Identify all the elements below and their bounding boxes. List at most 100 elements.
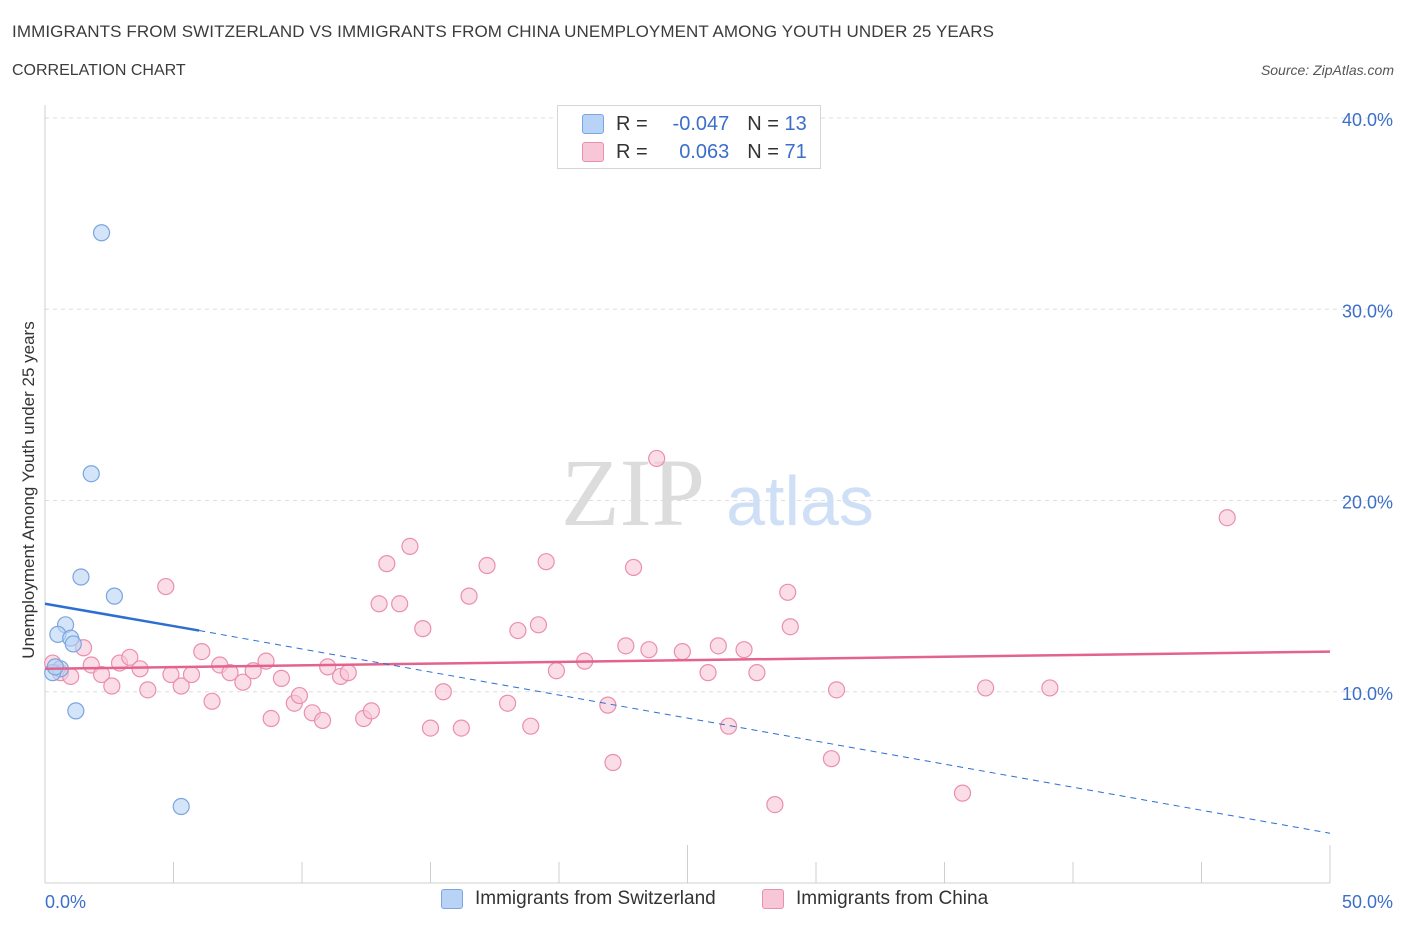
point-china [460, 587, 478, 605]
point-china [953, 784, 972, 802]
legend-row-switzerland: R = -0.047 N = 13 [582, 111, 807, 137]
point-switzerland [92, 224, 111, 242]
point-china [604, 753, 622, 772]
point-china [452, 719, 470, 737]
point-china [378, 555, 396, 573]
point-china [1041, 679, 1059, 697]
point-switzerland [67, 702, 85, 720]
point-china [339, 664, 357, 682]
point-china [648, 449, 666, 468]
y-tick-label: 30.0% [1342, 301, 1393, 321]
point-switzerland [46, 658, 64, 676]
point-china [313, 711, 332, 730]
point-switzerland [64, 635, 82, 653]
point-china [748, 664, 766, 682]
point-china [1218, 509, 1236, 527]
point-china [319, 658, 337, 676]
legend-r-label: R = [616, 140, 648, 163]
point-china [624, 558, 643, 577]
x-tick-label: 0.0% [45, 892, 86, 912]
point-china [822, 750, 841, 768]
point-china [673, 642, 691, 661]
point-china [139, 681, 157, 699]
point-china [262, 709, 280, 728]
point-china [434, 683, 452, 701]
watermark-atlas: atlas [726, 462, 874, 540]
point-china [193, 642, 211, 661]
bottom-legend-swatch-switzerland [441, 889, 463, 909]
legend-swatch-china [582, 142, 604, 162]
trend-line-china [44, 650, 1331, 671]
y-tick-label: 40.0% [1342, 110, 1393, 130]
point-china [537, 553, 555, 571]
legend-n-label: N = [747, 140, 779, 163]
chart-title: IMMIGRANTS FROM SWITZERLAND VS IMMIGRANT… [12, 22, 995, 41]
point-china [547, 662, 566, 680]
point-china [103, 677, 121, 695]
legend-row-china: R = 0.063 N = 71 [582, 139, 807, 165]
point-china [478, 556, 496, 575]
bottom-legend-label-china: Immigrants from China [796, 888, 989, 909]
point-china [720, 717, 738, 735]
point-china [157, 577, 175, 596]
trend-line-switzerland-extension [199, 630, 1331, 834]
tick-labels: 10.0% 20.0% 30.0% 40.0% 0.0% 50.0% [45, 110, 1393, 912]
legend-n-value: 13 [784, 112, 807, 135]
y-tick-label: 10.0% [1342, 684, 1393, 704]
point-china [617, 637, 635, 655]
point-china [709, 637, 727, 655]
point-china [509, 621, 527, 640]
point-china [640, 641, 658, 659]
point-china [977, 679, 995, 697]
point-china [779, 583, 797, 601]
legend-r-value: 0.063 [679, 140, 730, 163]
axes-layer [44, 105, 1331, 884]
correlation-legend: R = -0.047 N = 13 R = 0.063 N = 71 [557, 105, 821, 169]
point-china [421, 719, 440, 737]
legend-n-value: 71 [784, 140, 807, 163]
legend-r-value: -0.047 [672, 112, 730, 135]
point-china [699, 664, 717, 682]
point-china [401, 537, 419, 556]
point-china [92, 665, 111, 684]
bottom-legend-china: Immigrants from China [762, 888, 988, 910]
bottom-legend-swatch-china [762, 889, 784, 909]
point-china [414, 620, 432, 638]
x-tick-label: 50.0% [1342, 892, 1393, 912]
legend-swatch-switzerland [582, 114, 604, 134]
watermark-zip: ZIP [561, 439, 705, 546]
y-tick-label: 20.0% [1342, 493, 1393, 513]
point-switzerland [105, 587, 123, 605]
legend-n-label: N = [747, 112, 779, 135]
point-china [272, 669, 291, 687]
bottom-legend-switzerland: Immigrants from Switzerland [441, 888, 716, 910]
legend-r-label: R = [616, 112, 648, 135]
point-china [499, 694, 517, 712]
grid-layer [45, 117, 1392, 693]
trend-lines [44, 602, 1331, 834]
chart-subtitle: CORRELATION CHART [12, 62, 186, 79]
point-china [362, 702, 380, 720]
point-china [522, 717, 540, 735]
point-china [766, 795, 784, 814]
watermark: ZIP atlas [561, 439, 874, 546]
point-switzerland [172, 797, 190, 816]
point-china [221, 664, 239, 682]
point-china [203, 692, 221, 710]
trend-line-switzerland [44, 602, 200, 632]
point-china [827, 681, 846, 699]
point-china [182, 665, 201, 684]
point-china [391, 595, 409, 613]
point-china [529, 616, 548, 634]
point-china [234, 673, 252, 691]
point-china [290, 686, 309, 705]
point-china [172, 677, 190, 695]
point-china [781, 618, 799, 636]
point-switzerland [72, 568, 90, 586]
bottom-legend-label-switzerland: Immigrants from Switzerland [475, 888, 716, 909]
point-china [121, 648, 139, 666]
point-china [735, 641, 753, 659]
point-china [370, 595, 388, 613]
y-axis-label: Unemployment Among Youth under 25 years [19, 321, 38, 658]
